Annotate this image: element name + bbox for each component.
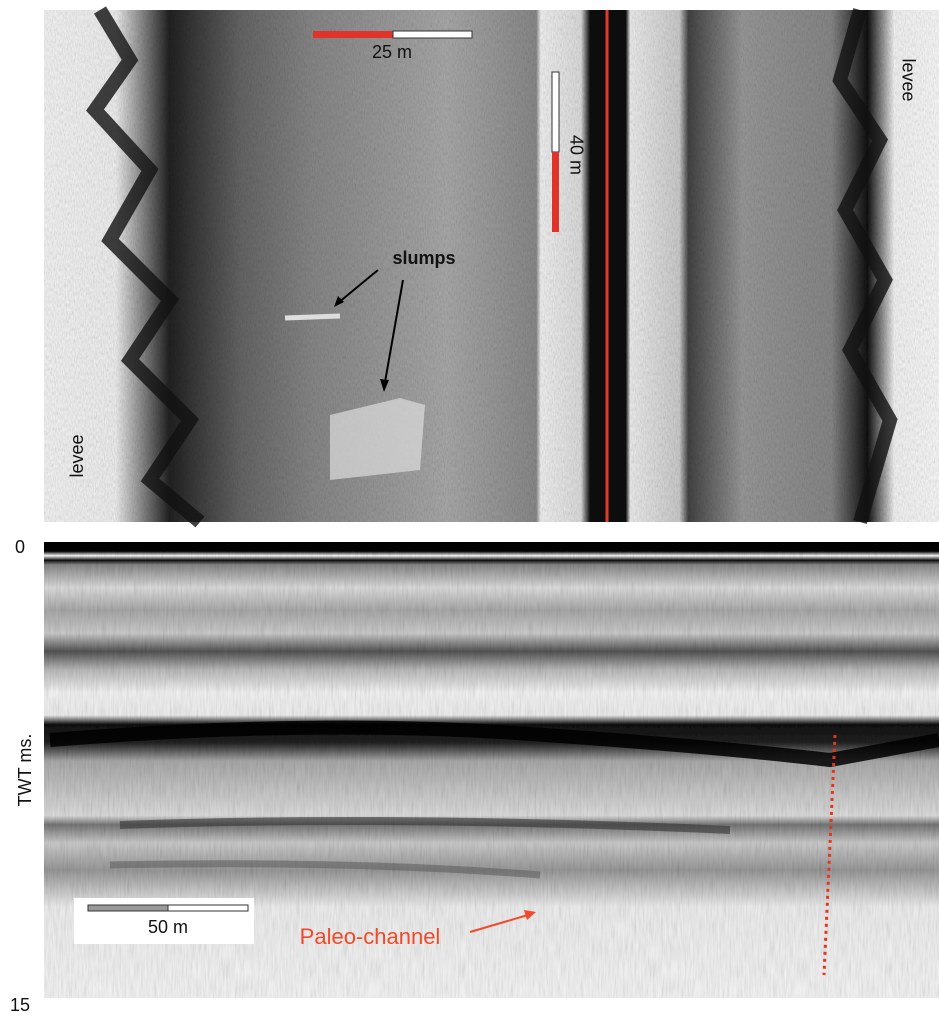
scale-bar <box>552 152 559 232</box>
scale-bar <box>168 905 248 911</box>
scale-bar <box>393 31 472 38</box>
scale-label: 25 m <box>372 42 412 62</box>
axis-label: 15 <box>10 995 30 1015</box>
seismic-panel: 50 m Paleo-channel 0 15 TWT ms. <box>10 537 939 1015</box>
scale-bar <box>313 31 393 38</box>
figure: 25 m 40 m slumps levee levee 50 m Paleo-… <box>0 0 939 1016</box>
levee-label: levee <box>67 434 87 477</box>
scale-bar <box>88 905 168 911</box>
slump-feature <box>285 316 340 318</box>
scale-label: 50 m <box>148 917 188 937</box>
axis-title: TWT ms. <box>15 734 35 807</box>
scale-label: 40 m <box>566 135 586 175</box>
axis-label: 0 <box>15 537 25 557</box>
annotation: slumps <box>392 248 455 268</box>
scale-bar <box>552 72 559 152</box>
sidescan-panel: 25 m 40 m slumps levee levee <box>44 10 939 522</box>
annotation: Paleo-channel <box>300 924 441 949</box>
levee-label: levee <box>898 58 918 101</box>
